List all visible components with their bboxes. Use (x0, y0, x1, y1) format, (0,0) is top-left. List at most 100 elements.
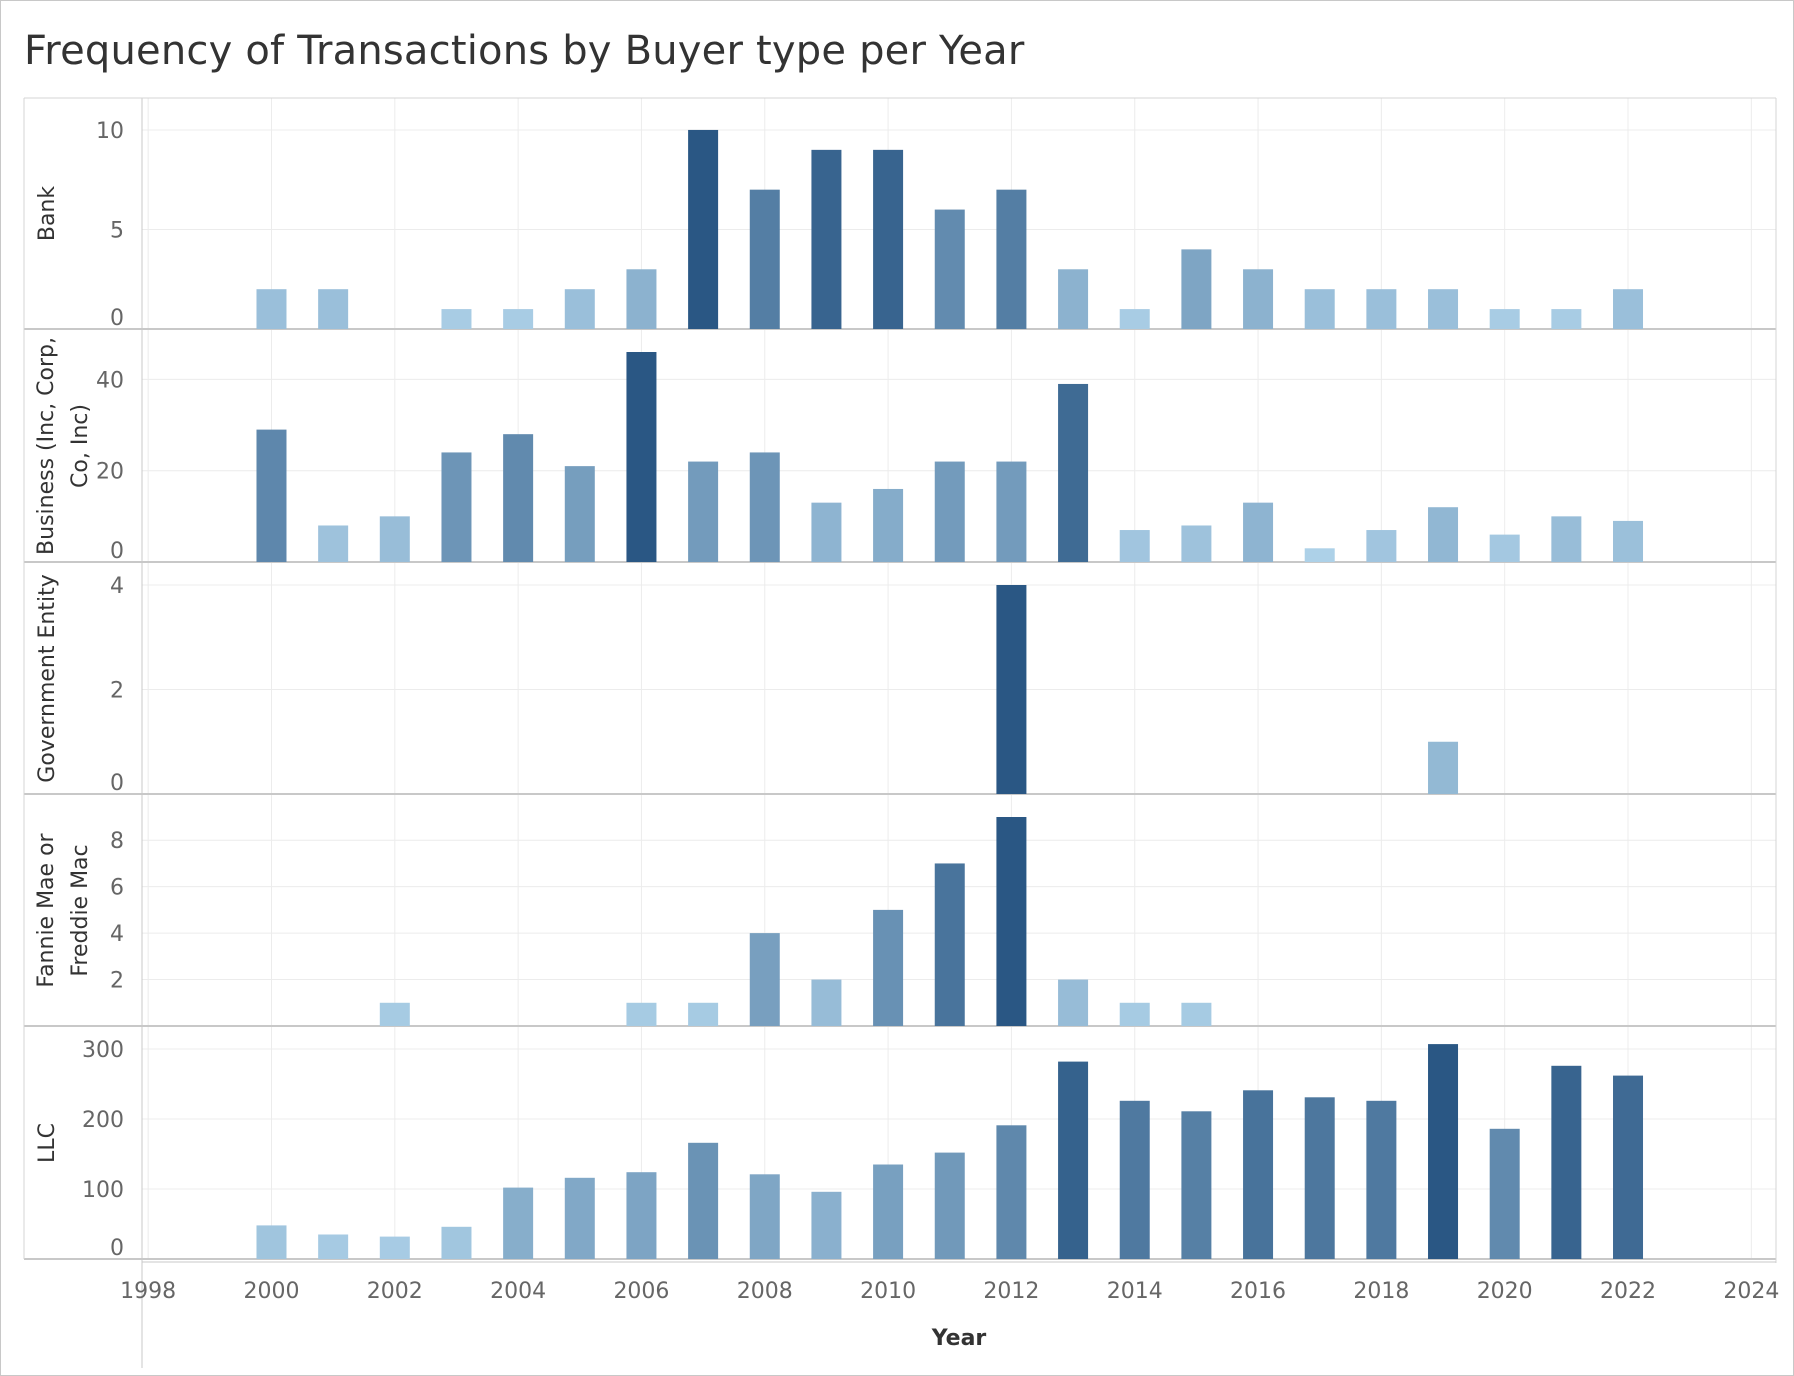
bar-2005 (564, 466, 595, 562)
bar-2001 (318, 289, 349, 329)
y-tick-label: 0 (110, 539, 124, 564)
bar-2011 (934, 209, 965, 329)
x-tick-label: 2008 (737, 1279, 793, 1304)
bar-2018 (1366, 530, 1397, 562)
bar-2011 (934, 863, 965, 1026)
y-tick-label: 300 (82, 1038, 124, 1063)
bar-2013 (1058, 1061, 1089, 1259)
bar-2007 (688, 1142, 719, 1259)
row-label: LLC (35, 1123, 60, 1163)
bar-2013 (1058, 383, 1089, 562)
bar-2004 (503, 1187, 534, 1259)
bar-2004 (503, 309, 534, 329)
row-label: Government Entity (35, 574, 60, 782)
bar-2020 (1489, 309, 1520, 329)
bar-2001 (318, 525, 349, 562)
bar-2006 (626, 1172, 657, 1259)
bar-2009 (811, 1191, 842, 1259)
bar-2007 (688, 129, 719, 329)
bar-2000 (256, 1225, 287, 1259)
x-tick-label: 2024 (1723, 1279, 1779, 1304)
x-tick-label: 2018 (1353, 1279, 1409, 1304)
y-tick-label: 2 (110, 679, 124, 704)
bar-2017 (1304, 1097, 1335, 1259)
bar-2015 (1181, 525, 1212, 562)
y-tick-label: 2 (110, 969, 124, 994)
row-label: Co, Inc) (68, 404, 93, 488)
bar-2010 (873, 1164, 904, 1259)
bar-2022 (1613, 520, 1644, 562)
bar-2006 (626, 1002, 657, 1026)
x-tick-label: 2004 (490, 1279, 546, 1304)
row-label: Business (Inc, Corp, (34, 337, 59, 555)
bar-2005 (564, 289, 595, 329)
bar-2005 (564, 1177, 595, 1259)
bar-2010 (873, 149, 904, 329)
bar-2018 (1366, 289, 1397, 329)
x-tick-label: 1998 (120, 1279, 176, 1304)
bar-2000 (256, 289, 287, 329)
bar-2007 (688, 1002, 719, 1026)
bar-2008 (749, 933, 780, 1026)
y-tick-label: 0 (110, 771, 124, 796)
bar-2006 (626, 269, 657, 329)
bar-2011 (934, 1152, 965, 1259)
x-tick-label: 2010 (860, 1279, 916, 1304)
x-tick-label: 2000 (243, 1279, 299, 1304)
bar-2017 (1304, 289, 1335, 329)
bar-2019 (1428, 289, 1459, 329)
bar-2015 (1181, 1111, 1212, 1259)
y-tick-label: 10 (96, 119, 124, 144)
bar-2014 (1119, 309, 1150, 329)
bar-2010 (873, 909, 904, 1026)
x-tick-label: 2012 (983, 1279, 1039, 1304)
bar-2000 (256, 429, 287, 562)
bar-2016 (1243, 1090, 1274, 1259)
bar-2018 (1366, 1100, 1397, 1259)
bar-2015 (1181, 1002, 1212, 1026)
bar-2016 (1243, 269, 1274, 329)
chart-title: Frequency of Transactions by Buyer type … (24, 28, 1025, 74)
bar-2009 (811, 502, 842, 562)
bar-2021 (1551, 1065, 1582, 1259)
bar-2021 (1551, 516, 1582, 562)
bar-2020 (1489, 1128, 1520, 1259)
bar-2019 (1428, 1044, 1459, 1259)
y-tick-label: 6 (110, 876, 124, 901)
y-tick-label: 4 (110, 922, 124, 947)
bar-2022 (1613, 1075, 1644, 1259)
x-tick-label: 2016 (1230, 1279, 1286, 1304)
bar-2011 (934, 461, 965, 562)
x-tick-label: 2022 (1600, 1279, 1656, 1304)
bar-2003 (441, 309, 472, 329)
bar-2016 (1243, 502, 1274, 562)
bar-2012 (996, 461, 1027, 562)
bar-2009 (811, 979, 842, 1026)
bar-2014 (1119, 1100, 1150, 1259)
y-tick-label: 0 (110, 306, 124, 331)
y-tick-label: 200 (82, 1108, 124, 1133)
bar-2017 (1304, 548, 1335, 562)
bar-2020 (1489, 534, 1520, 562)
y-tick-label: 0 (110, 1236, 124, 1261)
y-tick-label: 8 (110, 829, 124, 854)
row-label: Fannie Mae or (34, 832, 59, 987)
row-label: Freddie Mac (68, 844, 93, 976)
bar-2012 (996, 585, 1027, 794)
bar-2009 (811, 149, 842, 329)
row-label: Bank (35, 186, 60, 242)
bar-2003 (441, 1226, 472, 1259)
bar-2013 (1058, 269, 1089, 329)
x-tick-label: 2014 (1107, 1279, 1163, 1304)
bar-2003 (441, 452, 472, 562)
bar-2019 (1428, 741, 1459, 794)
bar-2008 (749, 1174, 780, 1259)
y-tick-label: 5 (110, 218, 124, 243)
bar-2012 (996, 1125, 1027, 1259)
bar-2002 (379, 1002, 410, 1026)
bar-2014 (1119, 530, 1150, 562)
y-tick-label: 4 (110, 574, 124, 599)
bar-2014 (1119, 1002, 1150, 1026)
bar-2001 (318, 1234, 349, 1259)
